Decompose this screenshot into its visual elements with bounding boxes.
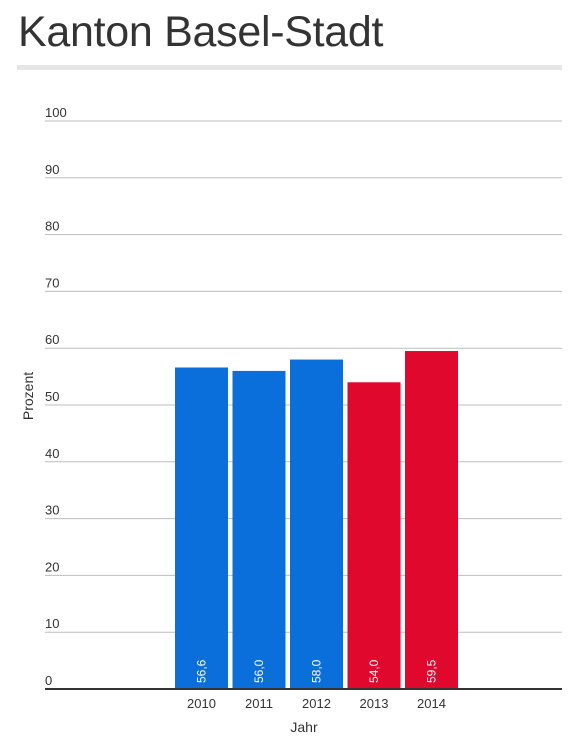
- bar-2011: [232, 370, 286, 689]
- y-tick-label: 0: [45, 673, 52, 688]
- y-tick-label: 10: [45, 616, 59, 631]
- y-tick-label: 30: [45, 503, 59, 518]
- y-tick-label: 40: [45, 446, 59, 461]
- y-tick-label: 80: [45, 219, 59, 234]
- y-tick-label: 60: [45, 332, 59, 347]
- bar-2014: [405, 351, 458, 689]
- bar-2013: [347, 382, 401, 689]
- bar-value-label: 54,0: [367, 659, 381, 683]
- y-tick-label: 50: [45, 389, 59, 404]
- x-tick-label: 2014: [417, 696, 446, 711]
- bar-value-label: 58,0: [310, 659, 324, 683]
- bar-value-label: 59,5: [425, 659, 439, 683]
- bar-2012: [290, 359, 343, 689]
- y-tick-label: 90: [45, 162, 59, 177]
- x-axis-ticks: 2010 2011 2012 2013 2014: [187, 696, 446, 711]
- y-tick-label: 20: [45, 559, 59, 574]
- gridlines: [45, 120, 562, 633]
- y-tick-label: 100: [45, 105, 67, 120]
- x-tick-label: 2013: [360, 696, 389, 711]
- y-axis-title: Prozent: [20, 372, 36, 420]
- chart-title: Kanton Basel-Stadt: [18, 8, 384, 56]
- y-tick-label: 70: [45, 275, 59, 290]
- y-axis-ticks: 0 10 20 30 40 50 60 70 80 90 100: [45, 105, 67, 688]
- bars: 56,6 56,0 58,0 54,0 59,5: [175, 351, 458, 689]
- bar-value-label: 56,6: [195, 659, 209, 683]
- bar-value-label: 56,0: [252, 659, 266, 683]
- x-tick-label: 2012: [302, 696, 331, 711]
- x-tick-label: 2011: [245, 696, 273, 711]
- bar-2010: [175, 367, 228, 689]
- x-axis-title: Jahr: [290, 719, 318, 735]
- x-tick-label: 2010: [187, 696, 216, 711]
- title-divider: [17, 65, 562, 70]
